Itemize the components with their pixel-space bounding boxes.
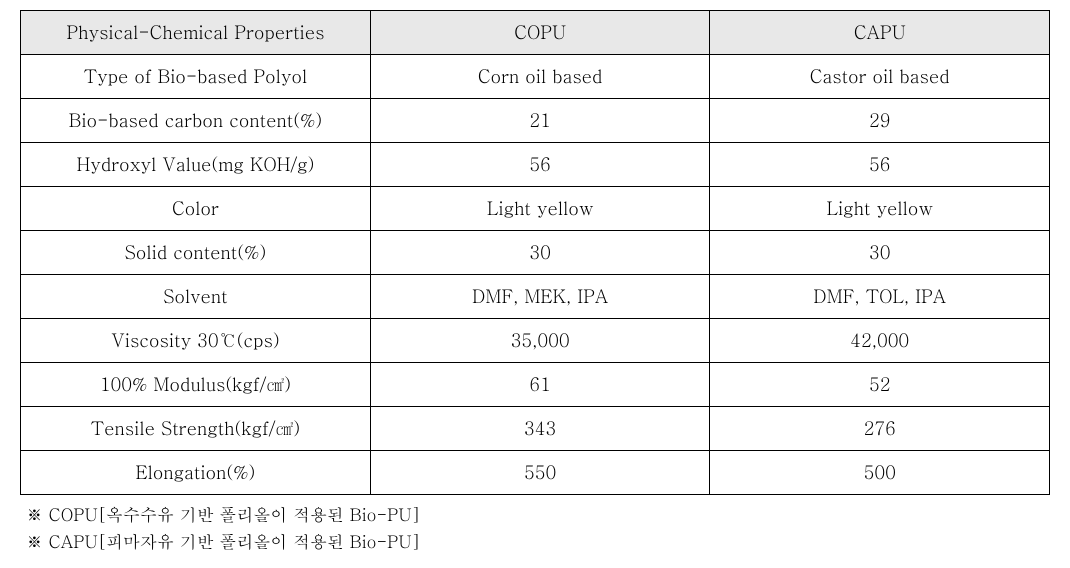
cell-copu: 550 (370, 451, 710, 495)
table-row: Bio-based carbon content(%) 21 29 (21, 99, 1050, 143)
cell-copu: 61 (370, 363, 710, 407)
col-header-capu: CAPU (710, 11, 1050, 55)
cell-property: Solvent (21, 275, 371, 319)
cell-property: Bio-based carbon content(%) (21, 99, 371, 143)
cell-copu: DMF, MEK, IPA (370, 275, 710, 319)
properties-table: Physical-Chemical Properties COPU CAPU T… (20, 10, 1050, 495)
cell-copu: 343 (370, 407, 710, 451)
cell-property: Hydroxyl Value(mg KOH/g) (21, 143, 371, 187)
cell-copu: 21 (370, 99, 710, 143)
table-header-row: Physical-Chemical Properties COPU CAPU (21, 11, 1050, 55)
cell-property: Elongation(%) (21, 451, 371, 495)
footnote-capu: ※ CAPU[피마자유 기반 폴리올이 적용된 Bio-PU] (26, 528, 1050, 555)
cell-capu: Castor oil based (710, 55, 1050, 99)
cell-capu: 500 (710, 451, 1050, 495)
cell-property: Viscosity 30℃(cps) (21, 319, 371, 363)
table-row: Hydroxyl Value(mg KOH/g) 56 56 (21, 143, 1050, 187)
cell-property: Tensile Strength(kgf/㎠) (21, 407, 371, 451)
cell-capu: 30 (710, 231, 1050, 275)
table-row: 100% Modulus(kgf/㎠) 61 52 (21, 363, 1050, 407)
cell-copu: 30 (370, 231, 710, 275)
cell-capu: 29 (710, 99, 1050, 143)
cell-copu: Light yellow (370, 187, 710, 231)
cell-capu: DMF, TOL, IPA (710, 275, 1050, 319)
cell-copu: Corn oil based (370, 55, 710, 99)
cell-property: 100% Modulus(kgf/㎠) (21, 363, 371, 407)
cell-capu: 276 (710, 407, 1050, 451)
col-header-copu: COPU (370, 11, 710, 55)
table-row: Tensile Strength(kgf/㎠) 343 276 (21, 407, 1050, 451)
table-row: Type of Bio-based Polyol Corn oil based … (21, 55, 1050, 99)
cell-capu: 42,000 (710, 319, 1050, 363)
footnotes: ※ COPU[옥수수유 기반 폴리올이 적용된 Bio-PU] ※ CAPU[피… (20, 501, 1050, 555)
cell-property: Color (21, 187, 371, 231)
cell-capu: Light yellow (710, 187, 1050, 231)
cell-capu: 52 (710, 363, 1050, 407)
table-row: Solvent DMF, MEK, IPA DMF, TOL, IPA (21, 275, 1050, 319)
table-row: Color Light yellow Light yellow (21, 187, 1050, 231)
col-header-properties: Physical-Chemical Properties (21, 11, 371, 55)
cell-copu: 56 (370, 143, 710, 187)
cell-property: Solid content(%) (21, 231, 371, 275)
table-row: Elongation(%) 550 500 (21, 451, 1050, 495)
footnote-copu: ※ COPU[옥수수유 기반 폴리올이 적용된 Bio-PU] (26, 501, 1050, 528)
table-row: Solid content(%) 30 30 (21, 231, 1050, 275)
table-row: Viscosity 30℃(cps) 35,000 42,000 (21, 319, 1050, 363)
cell-property: Type of Bio-based Polyol (21, 55, 371, 99)
cell-copu: 35,000 (370, 319, 710, 363)
cell-capu: 56 (710, 143, 1050, 187)
